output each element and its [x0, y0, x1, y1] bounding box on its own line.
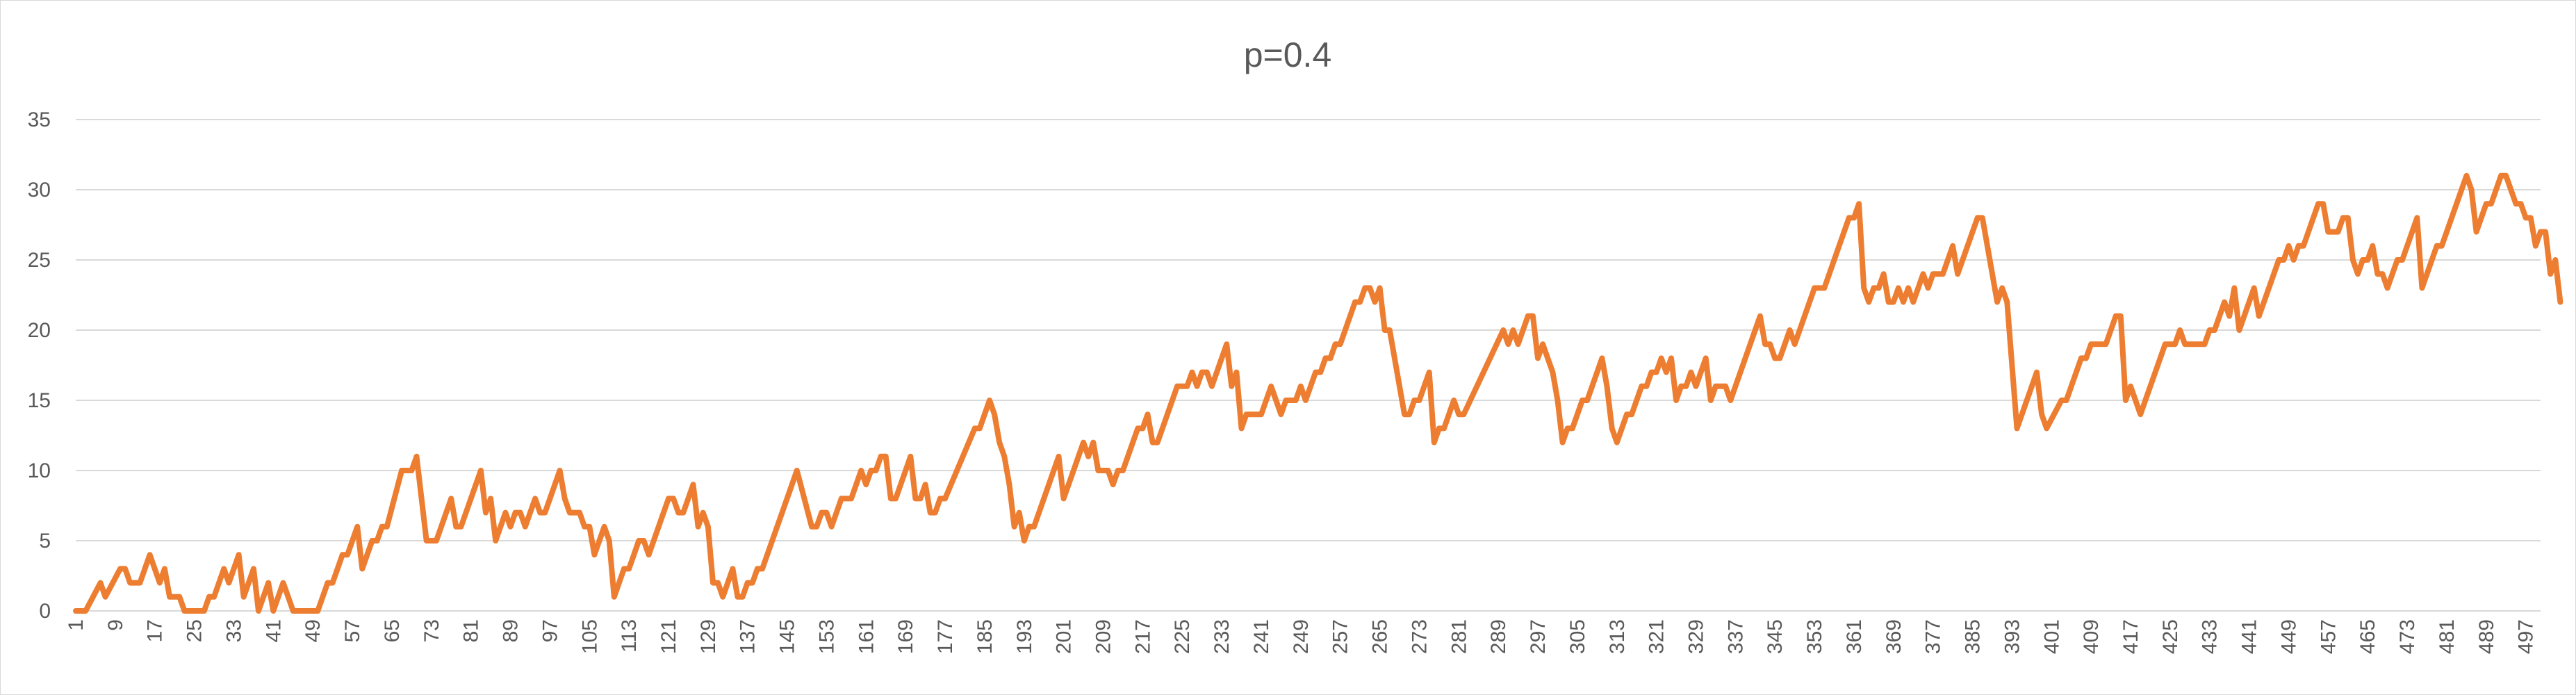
x-tick-label: 425: [2159, 619, 2182, 654]
x-tick-label: 377: [1922, 619, 1945, 654]
y-tick-label: 35: [28, 108, 51, 131]
y-tick-label: 0: [39, 600, 51, 623]
x-tick-label: 1: [65, 619, 88, 631]
x-tick-label: 393: [2001, 619, 2024, 654]
x-tick-label: 401: [2040, 619, 2063, 654]
x-tick-label: 417: [2119, 619, 2142, 654]
x-tick-label: 233: [1211, 619, 1233, 654]
x-tick-label: 129: [697, 619, 720, 654]
x-tick-label: 465: [2356, 619, 2379, 654]
x-tick-label: 353: [1803, 619, 1826, 654]
x-tick-label: 201: [1053, 619, 1076, 654]
x-tick-label: 305: [1566, 619, 1589, 654]
x-tick-label: 169: [894, 619, 917, 654]
x-tick-label: 185: [974, 619, 996, 654]
x-tick-label: 385: [1962, 619, 1985, 654]
x-tick-label: 41: [262, 619, 285, 642]
x-tick-label: 361: [1843, 619, 1866, 654]
x-tick-label: 161: [855, 619, 878, 654]
x-tick-label: 265: [1369, 619, 1392, 654]
x-tick-label: 441: [2238, 619, 2261, 654]
x-tick-label: 193: [1013, 619, 1036, 654]
x-tick-label: 433: [2199, 619, 2222, 654]
x-tick-label: 97: [539, 619, 561, 642]
x-tick-label: 497: [2515, 619, 2538, 654]
x-tick-label: 337: [1724, 619, 1747, 654]
series-line-0: [73, 172, 2563, 614]
x-tick-label: 49: [302, 619, 325, 642]
x-tick-label: 217: [1131, 619, 1154, 654]
x-tick-label: 369: [1882, 619, 1905, 654]
x-tick-label: 121: [657, 619, 680, 654]
x-tick-label: 137: [737, 619, 760, 654]
x-tick-label: 313: [1606, 619, 1629, 654]
x-tick-label: 249: [1290, 619, 1313, 654]
x-tick-label: 225: [1171, 619, 1194, 654]
x-tick-label: 289: [1487, 619, 1510, 654]
x-axis-tick-labels: 1 9 17 25 33 41 49 57 65 73 81 89 97 105 113 121 129 137 1…: [65, 619, 2538, 654]
y-tick-label: 25: [28, 249, 51, 272]
x-tick-label: 345: [1764, 619, 1787, 654]
x-tick-label: 489: [2475, 619, 2498, 654]
x-tick-label: 113: [618, 619, 641, 653]
x-tick-label: 145: [776, 619, 799, 654]
y-tick-label: 5: [39, 530, 51, 553]
x-tick-label: 297: [1527, 619, 1550, 654]
y-axis-tick-labels: 0 5 10 15 20 25 30 35: [28, 108, 51, 623]
y-tick-label: 30: [28, 179, 51, 202]
x-tick-label: 177: [934, 619, 957, 654]
x-tick-label: 273: [1408, 619, 1431, 654]
y-tick-label: 15: [28, 389, 51, 412]
x-tick-label: 65: [381, 619, 404, 642]
x-tick-label: 73: [420, 619, 443, 642]
x-tick-label: 153: [815, 619, 838, 654]
gridlines: [76, 119, 2541, 612]
y-tick-label: 10: [28, 459, 51, 482]
x-tick-label: 105: [578, 619, 601, 654]
x-tick-label: 57: [341, 619, 364, 642]
x-tick-label: 9: [104, 619, 127, 631]
x-tick-label: 457: [2317, 619, 2340, 654]
x-tick-label: 17: [144, 619, 167, 642]
x-tick-label: 209: [1092, 619, 1115, 654]
x-tick-label: 409: [2080, 619, 2103, 654]
x-tick-label: 33: [222, 619, 245, 642]
chart-title: p=0.4: [1244, 35, 1332, 74]
x-tick-label: 449: [2277, 619, 2300, 654]
x-tick-label: 329: [1684, 619, 1707, 654]
x-tick-label: 25: [183, 619, 206, 642]
x-tick-label: 241: [1250, 619, 1273, 654]
x-tick-label: 281: [1447, 619, 1470, 654]
x-tick-label: 473: [2396, 619, 2419, 654]
series-layer: [73, 172, 2563, 614]
x-tick-label: 89: [500, 619, 523, 642]
y-tick-label: 20: [28, 319, 51, 342]
x-tick-label: 257: [1329, 619, 1352, 654]
x-tick-label: 81: [460, 619, 483, 642]
x-tick-label: 321: [1646, 619, 1668, 654]
x-tick-label: 481: [2436, 619, 2459, 654]
